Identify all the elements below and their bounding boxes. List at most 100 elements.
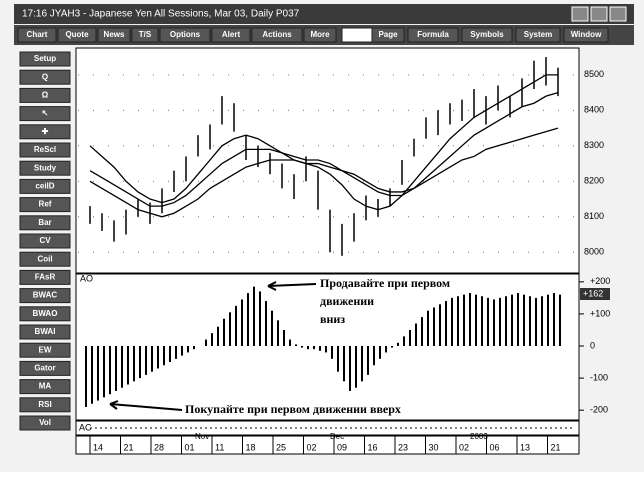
toolbar-button[interactable] bbox=[17, 27, 57, 43]
sidebar-button[interactable] bbox=[19, 342, 71, 358]
arrow bbox=[267, 281, 317, 291]
toolbar-button[interactable] bbox=[159, 27, 211, 43]
toolbar-button[interactable] bbox=[407, 27, 459, 43]
date-label: 06 bbox=[490, 442, 500, 452]
y-tick-label: 8100 bbox=[584, 211, 604, 221]
date-axis bbox=[75, 435, 580, 455]
date-label: 21 bbox=[124, 442, 134, 452]
date-label: 23 bbox=[398, 442, 408, 452]
toolbar-label: Alert bbox=[222, 30, 241, 39]
toolbar-button[interactable] bbox=[97, 27, 131, 43]
sidebar-button[interactable] bbox=[19, 106, 71, 122]
sidebar-button[interactable] bbox=[19, 233, 71, 249]
sidebar-label: FAsR bbox=[35, 273, 56, 282]
oscillator-panel bbox=[75, 273, 580, 421]
close-button[interactable] bbox=[609, 6, 627, 22]
date-label: 30 bbox=[429, 442, 439, 452]
panel-label: AO bbox=[80, 273, 93, 283]
sidebar-button[interactable] bbox=[19, 87, 71, 103]
month-label: Nov bbox=[195, 432, 209, 441]
y-tick-label: 8500 bbox=[584, 69, 604, 79]
sidebar-button[interactable] bbox=[19, 51, 71, 67]
sidebar-label: Coil bbox=[37, 254, 52, 263]
moving-average bbox=[89, 127, 559, 218]
sidebar-button[interactable] bbox=[19, 397, 71, 413]
sidebar-label: Q bbox=[42, 72, 48, 81]
sidebar-label: Bar bbox=[38, 218, 51, 227]
sidebar-button[interactable] bbox=[19, 197, 71, 213]
date-label: 13 bbox=[520, 442, 530, 452]
date-label: 18 bbox=[246, 442, 256, 452]
toolbar-label: Formula bbox=[417, 30, 449, 39]
sidebar-button[interactable] bbox=[19, 142, 71, 158]
window-title: 17:16 JYAH3 - Japanese Yen All Sessions,… bbox=[22, 9, 300, 20]
annotation: Продавайте при первом bbox=[320, 276, 450, 290]
sidebar-button[interactable] bbox=[19, 306, 71, 322]
toolbar-button[interactable] bbox=[57, 27, 97, 43]
date-label: 16 bbox=[368, 442, 378, 452]
sidebar-button[interactable] bbox=[19, 415, 71, 431]
y-tick-label: +200 bbox=[590, 276, 610, 286]
toolbar-button[interactable] bbox=[563, 27, 609, 43]
sidebar-label: ↖ bbox=[42, 109, 49, 118]
date-label: 25 bbox=[276, 442, 286, 452]
sidebar-button[interactable] bbox=[19, 160, 71, 176]
sidebar-label: BWAO bbox=[33, 309, 58, 318]
sidebar-button[interactable] bbox=[19, 360, 71, 376]
sidebar-label: ReScl bbox=[34, 145, 56, 154]
sidebar-label: CV bbox=[39, 236, 51, 245]
moving-average bbox=[89, 91, 559, 207]
sidebar-button[interactable] bbox=[19, 324, 71, 340]
y-tick-label: 8300 bbox=[584, 140, 604, 150]
date-label: 02 bbox=[459, 442, 469, 452]
toolbar-button[interactable] bbox=[371, 27, 405, 43]
y-tick-label: -200 bbox=[590, 405, 608, 415]
sidebar-label: ceilD bbox=[35, 182, 54, 191]
current-value: +162 bbox=[583, 288, 603, 298]
y-tick-label: +100 bbox=[590, 308, 610, 318]
y-tick-label: 0 bbox=[590, 340, 595, 350]
y-tick-label: 8200 bbox=[584, 176, 604, 186]
sidebar-button[interactable] bbox=[19, 379, 71, 395]
annotation: вниз bbox=[320, 312, 345, 326]
sidebar-button[interactable] bbox=[19, 178, 71, 194]
toolbar-button[interactable] bbox=[211, 27, 251, 43]
sidebar-label: ✚ bbox=[42, 127, 49, 136]
y-tick-label: -100 bbox=[590, 372, 608, 382]
toolbar-label: Quote bbox=[65, 30, 89, 39]
date-label: 02 bbox=[307, 442, 317, 452]
sidebar-label: BWAI bbox=[35, 327, 56, 336]
moving-average bbox=[89, 74, 558, 211]
toolbar-button[interactable] bbox=[303, 27, 337, 43]
date-label: 21 bbox=[551, 442, 561, 452]
toolbar-button[interactable] bbox=[461, 27, 513, 43]
toolbar-button[interactable] bbox=[251, 27, 303, 43]
month-label: Dec bbox=[330, 432, 344, 441]
sidebar-button[interactable] bbox=[19, 269, 71, 285]
sidebar-label: BWAC bbox=[33, 291, 58, 300]
price-panel bbox=[75, 47, 580, 274]
toolbar-label: Symbols bbox=[470, 30, 504, 39]
sidebar-button[interactable] bbox=[19, 215, 71, 231]
min-button[interactable] bbox=[571, 6, 589, 22]
max-button[interactable] bbox=[590, 6, 608, 22]
toolbar-button[interactable] bbox=[515, 27, 561, 43]
sidebar-button[interactable] bbox=[19, 251, 71, 267]
y-tick-label: 8000 bbox=[584, 247, 604, 257]
month-label: 2003 bbox=[470, 432, 488, 441]
sidebar-button[interactable] bbox=[19, 69, 71, 85]
toolbar-label: T/S bbox=[139, 30, 152, 39]
sidebar-label: Vol bbox=[39, 418, 51, 427]
current-value-box bbox=[580, 288, 610, 301]
sidebar-button[interactable] bbox=[19, 124, 71, 140]
toolbar-button[interactable] bbox=[131, 27, 159, 43]
annotation: Покупайте при первом движении вверх bbox=[185, 402, 401, 416]
arrow bbox=[109, 400, 183, 411]
date-label: 14 bbox=[93, 442, 103, 452]
sidebar-label: EW bbox=[39, 345, 52, 354]
sidebar-label: Ref bbox=[39, 200, 52, 209]
toolbar-label: Options bbox=[170, 30, 201, 39]
toolbar-label: Page bbox=[378, 30, 398, 39]
sidebar-button[interactable] bbox=[19, 288, 71, 304]
